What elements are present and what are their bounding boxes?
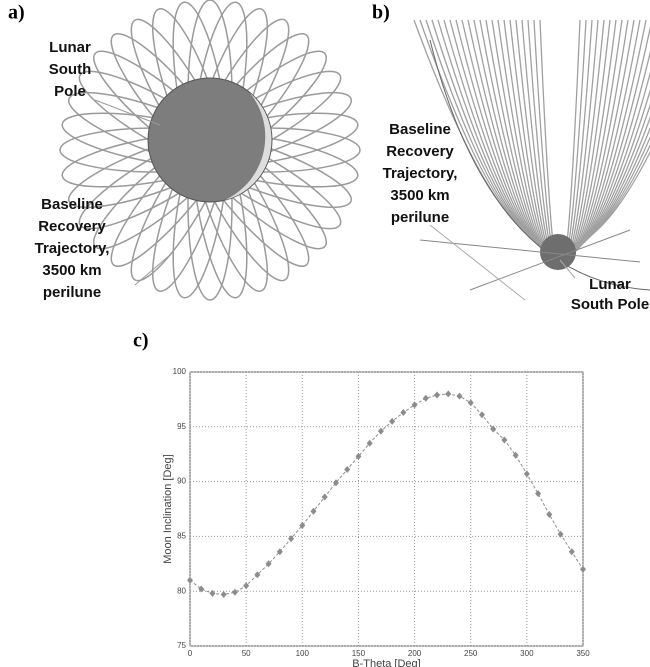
marker bbox=[434, 391, 441, 399]
plot-area bbox=[189, 371, 584, 647]
annotation: Baseline bbox=[389, 121, 451, 138]
marker bbox=[366, 439, 373, 447]
x-tick-label: 0 bbox=[188, 649, 193, 658]
trajectory bbox=[443, 19, 650, 251]
panel-label: c) bbox=[133, 330, 149, 352]
pointer bbox=[559, 259, 576, 279]
marker bbox=[344, 466, 351, 474]
trajectory bbox=[539, 19, 581, 270]
y-tick-label: 100 bbox=[173, 367, 187, 376]
marker bbox=[187, 576, 193, 584]
marker bbox=[490, 425, 497, 433]
marker bbox=[422, 394, 429, 402]
x-tick-label: 100 bbox=[296, 649, 310, 658]
marker bbox=[265, 560, 272, 568]
annotation: Pole bbox=[54, 83, 86, 100]
marker bbox=[557, 530, 564, 538]
marker bbox=[231, 588, 238, 596]
marker bbox=[276, 548, 283, 556]
pointer bbox=[429, 224, 526, 301]
marker bbox=[299, 521, 306, 529]
x-axis-label: B-Theta [Deg] bbox=[352, 658, 420, 667]
axis-line bbox=[469, 229, 631, 291]
marker bbox=[310, 507, 317, 515]
pointer bbox=[94, 99, 161, 126]
annotation: 3500 km bbox=[42, 262, 101, 279]
annotation: Lunar bbox=[49, 39, 91, 56]
marker bbox=[288, 535, 295, 543]
annotation: Baseline bbox=[41, 196, 103, 213]
marker bbox=[445, 390, 452, 398]
outer-arc bbox=[429, 39, 650, 291]
marker bbox=[580, 565, 586, 573]
pointer bbox=[134, 254, 171, 286]
panel-label: b) bbox=[372, 2, 390, 24]
marker bbox=[546, 510, 553, 518]
marker bbox=[198, 585, 205, 593]
trajectory bbox=[491, 19, 629, 260]
annotation: Recovery bbox=[38, 218, 106, 235]
trajectory bbox=[473, 19, 647, 257]
marker bbox=[400, 409, 407, 417]
marker bbox=[523, 470, 530, 478]
series-line bbox=[189, 393, 584, 595]
x-tick-label: 300 bbox=[520, 649, 534, 658]
annotation: South bbox=[49, 61, 92, 78]
y-tick-label: 75 bbox=[177, 641, 186, 650]
panel-art bbox=[59, 0, 650, 301]
annotation: 3500 km bbox=[390, 187, 449, 204]
marker bbox=[321, 493, 328, 501]
marker bbox=[377, 427, 384, 435]
trajectory bbox=[455, 19, 650, 254]
marker bbox=[501, 436, 508, 444]
marker bbox=[535, 490, 542, 498]
x-tick-label: 50 bbox=[242, 649, 251, 658]
y-tick-label: 95 bbox=[177, 422, 186, 431]
moon bbox=[540, 234, 576, 270]
marker bbox=[411, 401, 418, 409]
axis-line bbox=[419, 239, 641, 263]
moon-lit bbox=[225, 93, 272, 200]
trajectory bbox=[479, 19, 641, 258]
marker bbox=[568, 548, 575, 556]
panel-label: a) bbox=[8, 2, 25, 24]
marker bbox=[332, 479, 339, 487]
marker bbox=[389, 417, 396, 425]
marker bbox=[478, 411, 485, 419]
marker bbox=[220, 590, 227, 598]
marker bbox=[355, 452, 362, 460]
annotation: perilune bbox=[391, 209, 449, 226]
y-tick-label: 85 bbox=[177, 532, 186, 541]
marker bbox=[254, 571, 261, 579]
annotation: South Pole bbox=[571, 296, 649, 313]
annotation: Trajectory, bbox=[35, 240, 110, 257]
annotation: Trajectory, bbox=[383, 165, 458, 182]
marker bbox=[467, 399, 474, 407]
marker bbox=[209, 589, 216, 597]
y-tick-label: 80 bbox=[177, 586, 186, 595]
x-tick-label: 200 bbox=[408, 649, 422, 658]
y-axis-label: Moon Inclination [Deg] bbox=[162, 454, 174, 563]
marker bbox=[456, 392, 463, 400]
marker bbox=[243, 582, 250, 590]
x-tick-label: 150 bbox=[352, 649, 366, 658]
annotation: perilune bbox=[43, 284, 101, 301]
moon bbox=[147, 77, 273, 203]
x-tick-label: 250 bbox=[464, 649, 478, 658]
annotation: Lunar bbox=[589, 276, 631, 293]
marker bbox=[512, 451, 519, 459]
annotation: Recovery bbox=[386, 143, 454, 160]
y-tick-label: 90 bbox=[177, 477, 186, 486]
x-tick-label: 350 bbox=[576, 649, 590, 658]
